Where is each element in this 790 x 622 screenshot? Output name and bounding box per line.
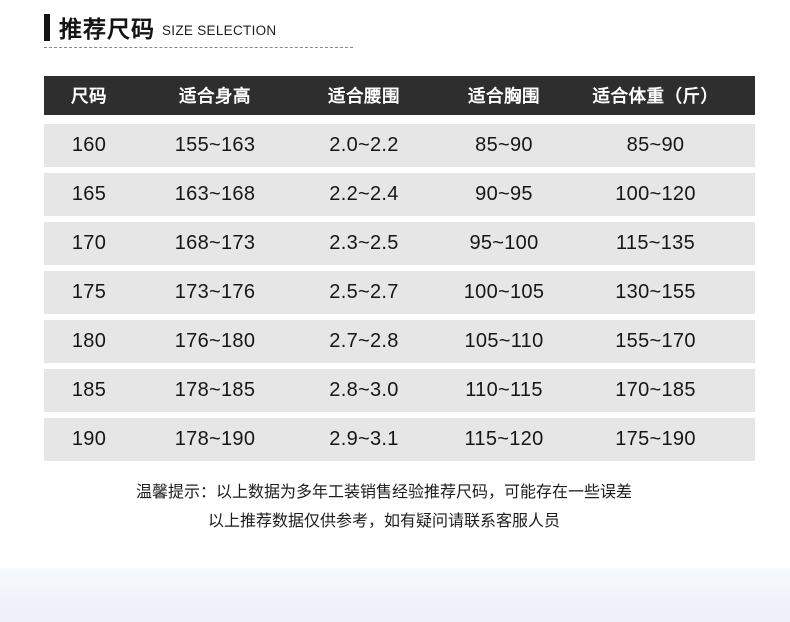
table-cell: 170 (71, 232, 107, 254)
size-table-header: 尺码 适合身高 适合腰围 适合胸围 适合体重（斤） (44, 76, 755, 115)
table-row: 175 173~176 2.5~2.7 100~105 130~155 (44, 271, 755, 314)
table-row: 185 178~185 2.8~3.0 110~115 170~185 (44, 369, 755, 412)
header-cell: 适合体重（斤） (592, 86, 719, 106)
table-cell: 85~90 (626, 134, 685, 156)
table-cell: 95~100 (469, 232, 539, 254)
table-cell: 100~120 (615, 183, 696, 205)
size-table-body: 160 155~163 2.0~2.2 85~90 85~90 165 163~168 2.2… (44, 124, 755, 461)
table-row: 165 163~168 2.2~2.4 90~95 100~120 (44, 173, 755, 216)
table-cell: 163~168 (174, 183, 256, 205)
next-section-background (0, 568, 790, 622)
section-title: 推荐尺码 SIZE SELECTION (44, 10, 276, 44)
header-cell: 尺码 (71, 86, 107, 106)
table-cell: 2.3~2.5 (329, 232, 399, 254)
size-table: 尺码 适合身高 适合腰围 适合胸围 适合体重（斤） 160 155~163 2.0~2.2 8… (44, 76, 755, 467)
table-cell: 115~135 (615, 232, 696, 254)
note-line-1: 温馨提示：以上数据为多年工装销售经验推荐尺码，可能存在一些误差 (135, 484, 632, 501)
table-cell: 85~90 (475, 134, 533, 156)
table-cell: 170~185 (615, 379, 696, 401)
table-cell: 130~155 (615, 281, 696, 303)
table-cell: 160 (71, 134, 107, 156)
table-cell: 168~173 (174, 232, 256, 254)
table-row: 180 176~180 2.7~2.8 105~110 155~170 (44, 320, 755, 363)
table-cell: 175 (71, 281, 107, 303)
note-line-2: 以上推荐数据仅供参考，如有疑问请联系客服人员 (207, 513, 560, 530)
table-cell: 180 (71, 330, 107, 352)
table-cell: 185 (71, 379, 107, 401)
table-cell: 110~115 (465, 379, 543, 401)
notes-block: 温馨提示：以上数据为多年工装销售经验推荐尺码，可能存在一些误差 以上推荐数据仅供… (44, 478, 724, 536)
section-title-zh: 推荐尺码 (59, 16, 155, 42)
table-cell: 2.2~2.4 (329, 183, 399, 205)
table-cell: 90~95 (475, 183, 533, 205)
table-cell: 175~190 (615, 428, 696, 450)
table-cell: 178~190 (174, 428, 256, 450)
table-cell: 115~120 (464, 428, 544, 450)
table-cell: 190 (71, 428, 107, 450)
table-cell: 2.9~3.1 (329, 428, 399, 450)
table-cell: 100~105 (463, 281, 545, 303)
table-cell: 2.5~2.7 (329, 281, 399, 303)
title-accent-bar (44, 13, 50, 41)
table-cell: 155~170 (615, 330, 696, 352)
table-cell: 2.0~2.2 (329, 134, 399, 156)
table-cell: 178~185 (174, 379, 256, 401)
table-row: 160 155~163 2.0~2.2 85~90 85~90 (44, 124, 755, 167)
table-cell: 155~163 (174, 134, 256, 156)
table-cell: 105~110 (464, 330, 544, 352)
table-cell: 173~176 (174, 281, 256, 303)
table-row: 190 178~190 2.9~3.1 115~120 175~190 (44, 418, 755, 461)
table-row: 170 168~173 2.3~2.5 95~100 115~135 (44, 222, 755, 265)
table-cell: 165 (71, 183, 107, 205)
section-title-en: SIZE SELECTION (162, 23, 277, 38)
header-cell: 适合腰围 (328, 86, 400, 106)
header-cell: 适合胸围 (468, 86, 540, 106)
title-dashed-divider (44, 47, 353, 48)
header-cell: 适合身高 (179, 86, 251, 106)
table-cell: 176~180 (174, 330, 256, 352)
table-cell: 2.7~2.8 (329, 330, 399, 352)
table-cell: 2.8~3.0 (329, 379, 399, 401)
